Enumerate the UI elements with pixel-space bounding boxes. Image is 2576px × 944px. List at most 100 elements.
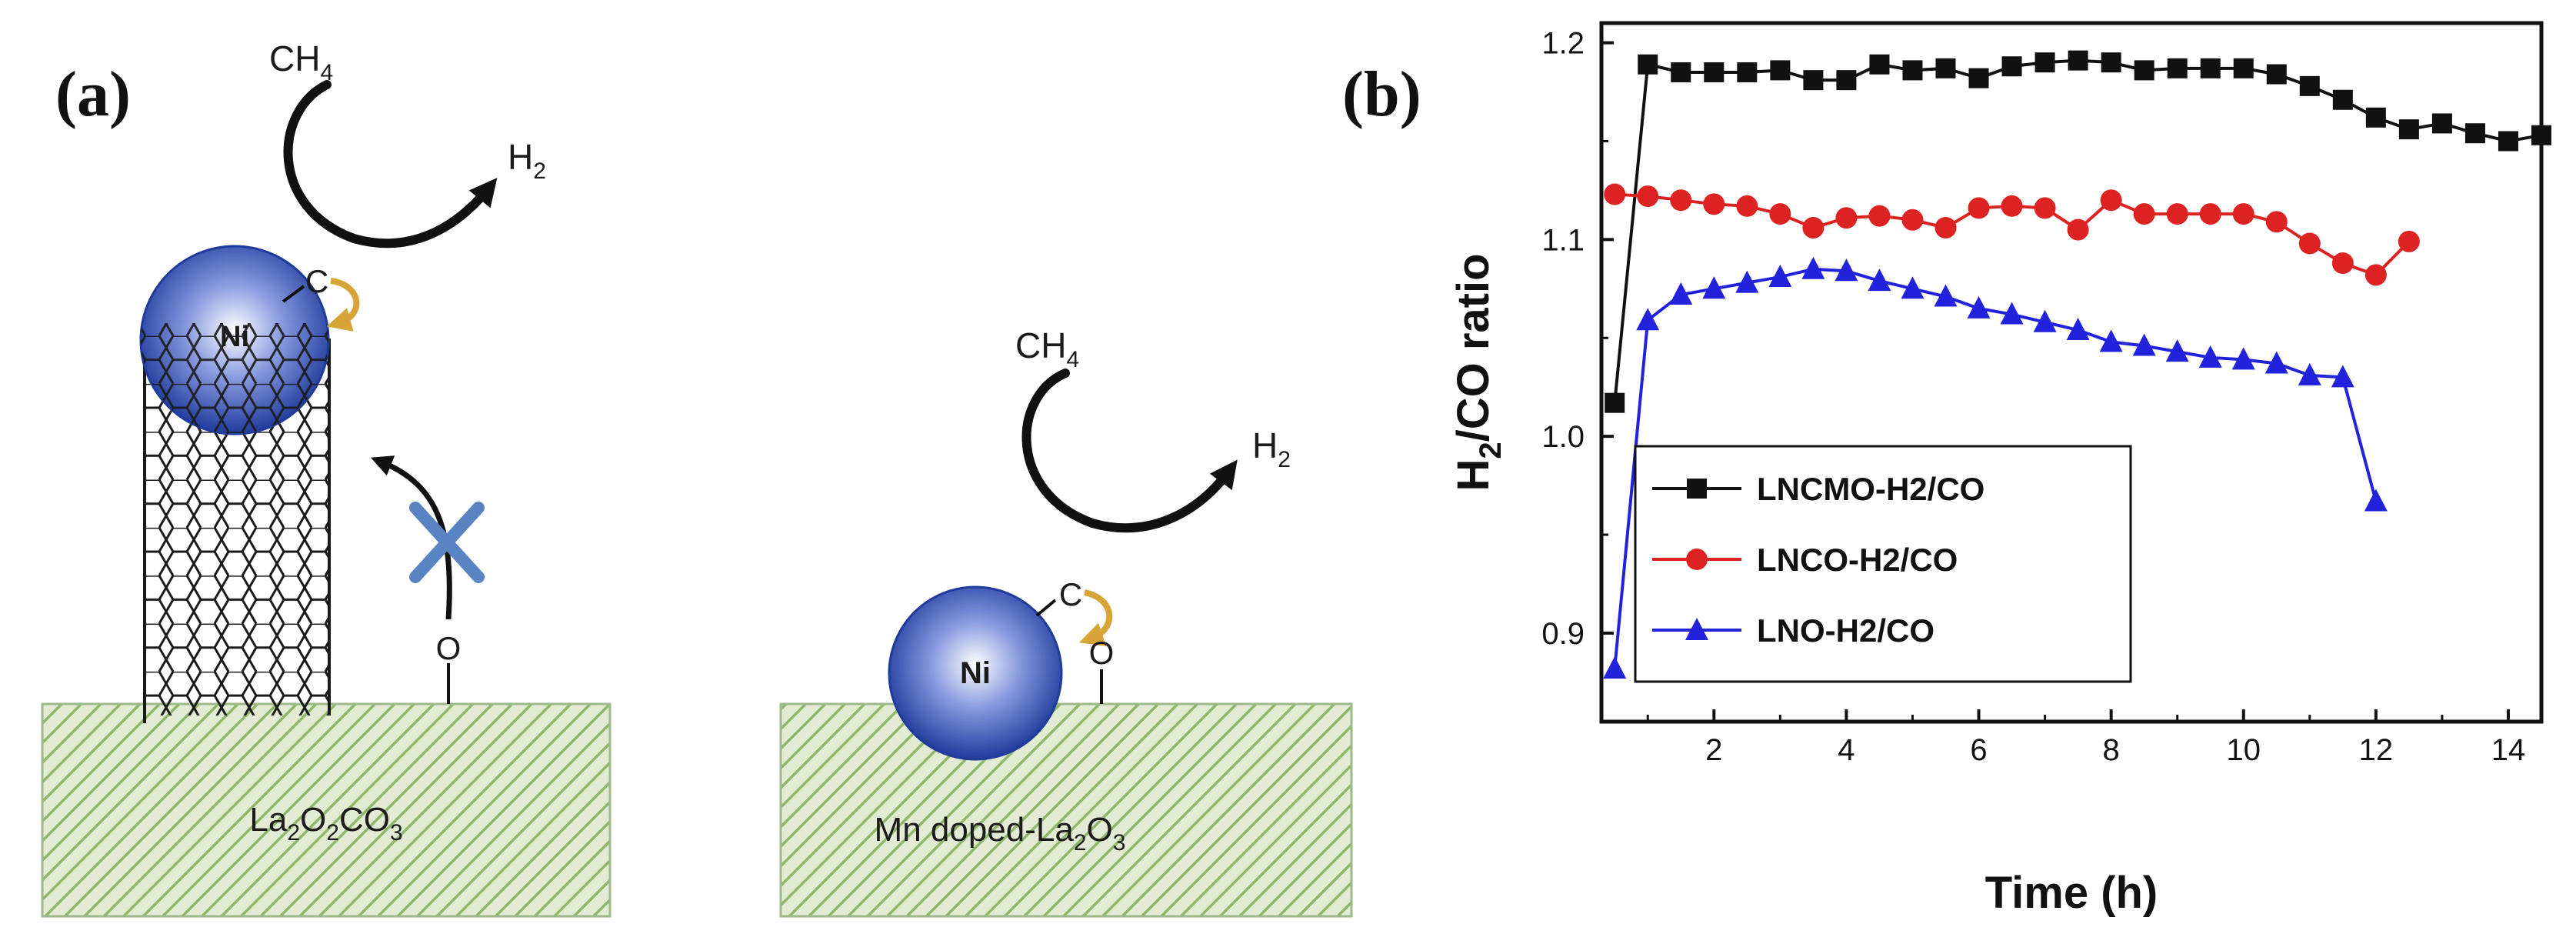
data-point	[1603, 655, 1627, 679]
axis-ticks: 2 4 6 8 10 12 14 0.9 1.0 1.1 1.2	[1541, 27, 2525, 767]
x-tick-label: 8	[2103, 733, 2120, 767]
line-chart: 2 4 6 8 10 12 14 0.9 1.0 1.1 1.2 Time (h) H2/CO ra…	[1448, 21, 2551, 918]
data-point	[1702, 276, 1726, 299]
data-point	[1935, 58, 1956, 78]
data-point	[1968, 197, 1990, 219]
data-point	[1735, 270, 1759, 293]
data-point	[2068, 50, 2088, 71]
data-point	[2167, 58, 2188, 78]
x-tick-label: 4	[1838, 733, 1855, 767]
data-point	[2101, 52, 2121, 73]
panel-a: (a) La2O2CO3 Ni C CH4 H2	[41, 38, 1353, 918]
y-tick-label: 1.2	[1541, 27, 1585, 61]
data-point	[2464, 123, 2485, 144]
data-point	[1636, 308, 1660, 331]
data-point	[1934, 284, 1958, 307]
reactant-label-left: CH4	[269, 38, 333, 85]
data-point	[2165, 339, 2189, 362]
legend-box	[1634, 445, 2132, 683]
data-point	[1605, 392, 1625, 413]
scheme-right: Mn doped-La2O3 Ni C O CH4 H2	[779, 325, 1353, 918]
data-point	[2034, 52, 2055, 73]
data-point	[1736, 195, 1758, 217]
support-label-left: La2O2CO3	[249, 801, 402, 846]
support-label-right: Mn doped-La2O3	[875, 811, 1126, 856]
data-point	[1835, 259, 1858, 282]
data-point	[2298, 232, 2321, 255]
data-point	[2298, 362, 2321, 385]
data-point	[1835, 207, 1858, 229]
data-point	[1704, 62, 1725, 82]
data-point	[1604, 183, 1626, 205]
data-point	[2132, 333, 2156, 356]
data-point	[2066, 318, 2090, 341]
legend-entry: LNCMO-H2/CO	[1757, 471, 1984, 507]
data-point	[2133, 203, 2155, 225]
support-block-left	[41, 702, 612, 918]
data-point	[2332, 89, 2353, 110]
data-point	[2000, 302, 2024, 325]
oxygen-transfer-arrow-left	[371, 455, 452, 620]
data-point	[2166, 203, 2188, 225]
carbon-diffusion-arrow-right	[1078, 589, 1113, 646]
data-point	[1967, 295, 1991, 319]
data-point	[1769, 203, 1791, 225]
x-tick-label: 2	[1705, 733, 1722, 767]
reaction-arrow-left	[283, 80, 498, 249]
data-point	[2331, 365, 2354, 388]
data-point	[2001, 56, 2022, 77]
series-2	[1603, 256, 2388, 679]
y-tick-label: 1.1	[1541, 223, 1585, 257]
data-point	[2365, 107, 2386, 128]
product-label-right: H2	[1252, 425, 1291, 472]
data-point	[1802, 217, 1825, 239]
data-point	[2001, 195, 2023, 217]
data-point	[2200, 58, 2221, 78]
data-point	[1768, 264, 1792, 287]
data-point	[1836, 70, 1857, 91]
data-point	[2498, 131, 2518, 152]
data-point	[1801, 256, 1825, 279]
y-tick-label: 1.0	[1541, 420, 1585, 454]
reaction-arrow-right	[1021, 369, 1238, 533]
legend-entry: LNCO-H2/CO	[1757, 542, 1958, 578]
cross-icon	[409, 502, 485, 583]
support-block-right	[779, 702, 1353, 918]
data-point	[2265, 211, 2288, 233]
data-point	[2364, 264, 2387, 286]
data-point	[1703, 193, 1725, 215]
x-tick-label: 6	[1970, 733, 1987, 767]
legend: LNCMO-H2/CO LNCO-H2/CO LNO-H2/CO	[1634, 445, 2132, 683]
y-axis-title: H2/CO ratio	[1448, 253, 1508, 491]
reactant-label-right: CH4	[1015, 325, 1079, 372]
data-point	[2299, 75, 2320, 96]
data-point	[2199, 203, 2221, 225]
data-point	[2099, 329, 2123, 352]
product-label-left: H2	[508, 137, 546, 184]
data-point	[1669, 282, 1693, 305]
x-tick-label: 10	[2226, 733, 2261, 767]
data-point	[2398, 119, 2419, 140]
panel-b: (b) 2 4 6 8 10 12 14 0.9 1.0 1.1 1.2 Time (h) H2/C…	[1342, 21, 2551, 918]
data-point	[1803, 70, 1824, 91]
data-point	[2034, 197, 2056, 219]
data-point	[1670, 189, 1692, 212]
series-0	[1605, 50, 2551, 413]
series-1	[1604, 183, 2420, 286]
data-point	[2232, 203, 2254, 225]
data-point	[2264, 351, 2288, 374]
y-tick-label: 0.9	[1541, 617, 1585, 651]
legend-entry: LNO-H2/CO	[1757, 612, 1934, 649]
chart-marks	[1603, 50, 2551, 679]
carbon-atom-left: C	[305, 263, 328, 299]
data-point	[2134, 60, 2154, 81]
oxygen-atom-right: O	[1089, 635, 1115, 671]
panel-b-label: (b)	[1342, 58, 1421, 130]
data-point	[1737, 62, 1758, 82]
data-point	[2198, 345, 2222, 368]
carbon-diffusion-arrow-left	[326, 278, 360, 332]
x-axis-title: Time (h)	[1985, 868, 2158, 918]
x-tick-label: 14	[2491, 733, 2526, 767]
data-point	[1934, 217, 1957, 239]
